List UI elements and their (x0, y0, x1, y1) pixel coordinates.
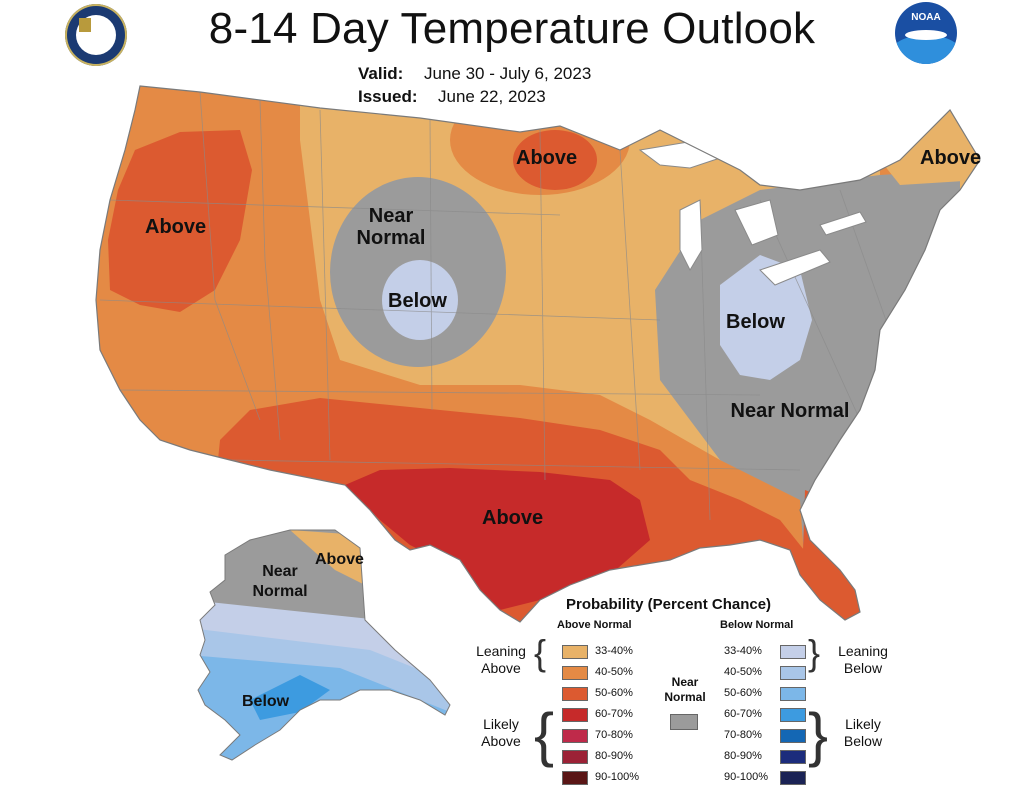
label-texas-above: Above (482, 507, 544, 529)
issued-date: Issued: June 22, 2023 (358, 87, 546, 106)
legend-above-label: 40-50% (595, 666, 633, 678)
label-mn-above: Above (516, 147, 578, 169)
valid-dates: Valid: June 30 - July 6, 2023 (358, 64, 592, 83)
legend-below-header: Below Normal (720, 619, 794, 631)
legend-above-label: 80-90% (595, 750, 633, 762)
label-ak-below: Below (242, 693, 290, 710)
below-33-40-east-zone (720, 255, 812, 380)
legend-below-swatch (780, 729, 806, 743)
noaa-logo: NOAA (895, 2, 957, 64)
label-se-near-normal: Near Normal (730, 400, 850, 422)
legend-leaning-above: Leaning Above (476, 643, 526, 676)
legend-likely-below: Likely Below (843, 716, 883, 749)
legend-below-label: 50-60% (724, 687, 762, 699)
legend-above-label: 60-70% (595, 708, 633, 720)
alaska-outline (197, 529, 451, 761)
legend-below-label: 60-70% (724, 708, 762, 720)
ak-below-50-60-zone (198, 655, 450, 760)
legend-below-swatch (780, 645, 806, 659)
brace-likely-above: { (534, 701, 555, 768)
conus-outline (95, 85, 981, 623)
mn-50-60-zone (513, 130, 597, 190)
label-ak-near-normal: Near Normal (252, 563, 308, 600)
legend-above-label: 50-60% (595, 687, 633, 699)
legend-above-label: 70-80% (595, 729, 633, 741)
legend-above-swatch (562, 771, 588, 785)
legend-above-swatch (562, 750, 588, 764)
label-north-below: Below (388, 290, 447, 312)
legend-below-swatch (780, 687, 806, 701)
legend-below-label: 80-90% (724, 750, 762, 762)
legend-above-label: 90-100% (595, 771, 640, 783)
legend-likely-above: Likely Above (481, 716, 521, 749)
legend-near-normal-swatch (670, 714, 698, 730)
legend-above-label: 33-40% (595, 645, 633, 657)
label-north-near-normal: Near Normal (356, 205, 426, 249)
label-west-above: Above (145, 216, 207, 238)
above-60-70-zone (345, 468, 650, 610)
label-maine-above: Above (920, 147, 982, 169)
legend-above-swatch (562, 645, 588, 659)
legend-below-swatch (780, 771, 806, 785)
legend-below-label: 70-80% (724, 729, 762, 741)
legend-near-normal-label: Near Normal (664, 675, 706, 704)
west-50-60-zone (108, 130, 252, 312)
legend-above-header: Above Normal (557, 619, 632, 631)
legend-below-label: 90-100% (724, 771, 769, 783)
label-ak-above: Above (315, 551, 364, 568)
label-ohio-below: Below (726, 311, 785, 333)
legend-title: Probability (Percent Chance) (566, 596, 772, 613)
ak-above-33-40-zone (290, 530, 365, 585)
map-title: 8-14 Day Temperature Outlook (208, 4, 816, 53)
legend-leaning-below: Leaning Below (838, 643, 888, 676)
legend-above-swatch (562, 708, 588, 722)
legend-above-swatch (562, 729, 588, 743)
legend-above-swatch (562, 666, 588, 680)
brace-likely-below: } (808, 701, 829, 768)
department-of-commerce-seal (65, 4, 127, 66)
below-33-40-north-zone (382, 260, 458, 340)
ak-below-60-70-zone (250, 675, 330, 720)
legend-below-swatch (780, 708, 806, 722)
brace-leaning-below: } (808, 632, 821, 673)
legend-below-label: 40-50% (724, 666, 762, 678)
brace-leaning-above: { (534, 632, 547, 673)
legend-below-swatch (780, 750, 806, 764)
legend-below-swatch (780, 666, 806, 680)
legend-above-swatch (562, 687, 588, 701)
legend-below-label: 33-40% (724, 645, 762, 657)
